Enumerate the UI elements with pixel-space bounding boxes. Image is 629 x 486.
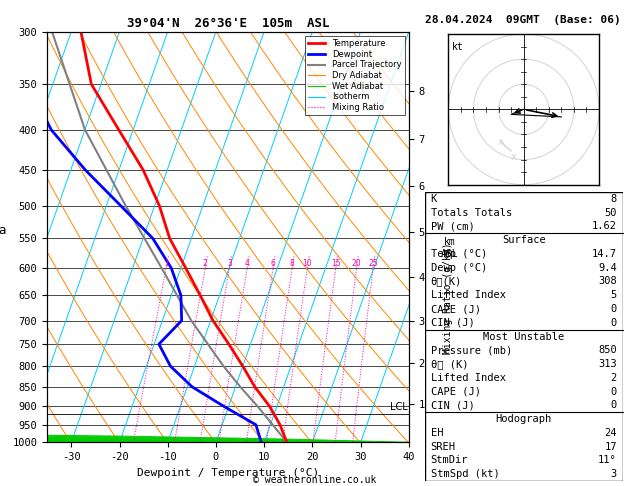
Text: K: K xyxy=(430,194,437,204)
Text: 17: 17 xyxy=(604,442,617,451)
Text: Pressure (mb): Pressure (mb) xyxy=(430,346,512,355)
Text: 5: 5 xyxy=(611,290,617,300)
Text: θᴄ (K): θᴄ (K) xyxy=(430,359,468,369)
Text: 28.04.2024  09GMT  (Base: 06): 28.04.2024 09GMT (Base: 06) xyxy=(425,15,620,25)
Text: 0: 0 xyxy=(611,387,617,397)
Text: 0: 0 xyxy=(611,318,617,328)
Text: StmDir: StmDir xyxy=(430,455,468,466)
Text: 50: 50 xyxy=(604,208,617,218)
Text: x: x xyxy=(498,137,504,146)
Text: θᴄ(K): θᴄ(K) xyxy=(430,277,462,286)
Text: 11°: 11° xyxy=(598,455,617,466)
Text: kt: kt xyxy=(452,42,464,52)
Text: 0: 0 xyxy=(611,400,617,410)
Text: 6: 6 xyxy=(270,259,276,268)
Text: 3: 3 xyxy=(227,259,232,268)
Text: Surface: Surface xyxy=(502,235,545,245)
Text: 15: 15 xyxy=(331,259,341,268)
Text: © weatheronline.co.uk: © weatheronline.co.uk xyxy=(253,475,376,485)
Text: 850: 850 xyxy=(598,346,617,355)
Text: Lifted Index: Lifted Index xyxy=(430,373,506,383)
Text: 4: 4 xyxy=(245,259,250,268)
Text: 25: 25 xyxy=(369,259,378,268)
Text: CAPE (J): CAPE (J) xyxy=(430,304,481,314)
Text: x: x xyxy=(511,152,516,161)
Text: Dewp (°C): Dewp (°C) xyxy=(430,263,487,273)
Text: 0: 0 xyxy=(611,304,617,314)
Text: CAPE (J): CAPE (J) xyxy=(430,387,481,397)
Text: 1.62: 1.62 xyxy=(592,222,617,231)
Text: LCL: LCL xyxy=(389,402,408,412)
Text: 8: 8 xyxy=(290,259,294,268)
Text: StmSpd (kt): StmSpd (kt) xyxy=(430,469,499,479)
Text: CIN (J): CIN (J) xyxy=(430,318,474,328)
Text: 308: 308 xyxy=(598,277,617,286)
Y-axis label: hPa: hPa xyxy=(0,224,7,237)
Text: 1: 1 xyxy=(164,259,169,268)
Text: 3: 3 xyxy=(611,469,617,479)
Text: Most Unstable: Most Unstable xyxy=(483,331,564,342)
Text: 9.4: 9.4 xyxy=(598,263,617,273)
Y-axis label: km
ASL: km ASL xyxy=(441,237,459,259)
Legend: Temperature, Dewpoint, Parcel Trajectory, Dry Adiabat, Wet Adiabat, Isotherm, Mi: Temperature, Dewpoint, Parcel Trajectory… xyxy=(305,36,404,115)
Text: 2: 2 xyxy=(203,259,208,268)
Text: 10: 10 xyxy=(303,259,312,268)
Text: EH: EH xyxy=(430,428,443,438)
Text: 8: 8 xyxy=(611,194,617,204)
X-axis label: Dewpoint / Temperature (°C): Dewpoint / Temperature (°C) xyxy=(137,468,319,478)
Text: 24: 24 xyxy=(604,428,617,438)
Text: Totals Totals: Totals Totals xyxy=(430,208,512,218)
Text: Temp (°C): Temp (°C) xyxy=(430,249,487,259)
Text: 20: 20 xyxy=(352,259,362,268)
Title: 39°04'N  26°36'E  105m  ASL: 39°04'N 26°36'E 105m ASL xyxy=(127,17,329,31)
Text: Hodograph: Hodograph xyxy=(496,414,552,424)
Text: 313: 313 xyxy=(598,359,617,369)
Text: Mixing Ratio (g/kg): Mixing Ratio (g/kg) xyxy=(443,243,454,354)
Text: PW (cm): PW (cm) xyxy=(430,222,474,231)
Text: CIN (J): CIN (J) xyxy=(430,400,474,410)
Text: SREH: SREH xyxy=(430,442,455,451)
Text: Lifted Index: Lifted Index xyxy=(430,290,506,300)
Text: 14.7: 14.7 xyxy=(592,249,617,259)
Text: 2: 2 xyxy=(611,373,617,383)
